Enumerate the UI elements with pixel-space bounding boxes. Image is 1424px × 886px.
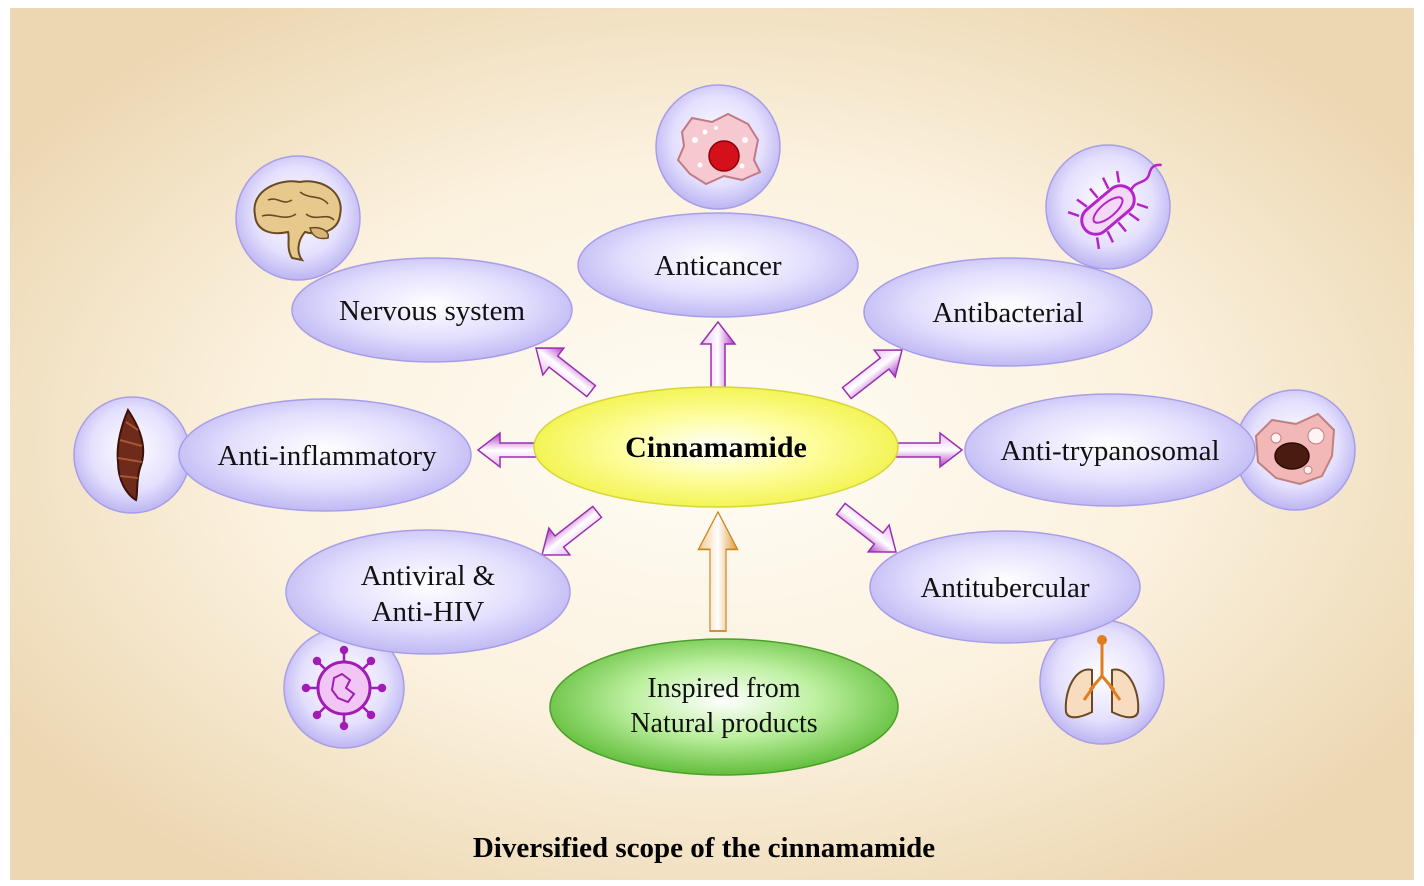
diagram-caption: Diversified scope of the cinnamamide xyxy=(473,832,935,864)
node-anti-trypanosomal: Anti-trypanosomal xyxy=(964,393,1256,507)
label-antitubercular: Antitubercular xyxy=(920,572,1089,604)
bacterium-icon xyxy=(1045,144,1171,270)
label-natural-products-line1: Inspired from xyxy=(647,673,800,704)
muscle-tissue-icon xyxy=(73,396,191,514)
node-anti-inflammatory: Anti-inflammatory xyxy=(178,398,472,512)
node-antibacterial: Antibacterial xyxy=(863,257,1153,367)
label-antiviral-line1: Antiviral & xyxy=(361,560,496,592)
label-natural-products-line2: Natural products xyxy=(630,708,817,739)
node-nervous-system: Nervous system xyxy=(291,257,573,363)
label-nervous-system: Nervous system xyxy=(339,295,526,327)
label-anticancer: Anticancer xyxy=(654,250,782,282)
label-anti-inflammatory: Anti-inflammatory xyxy=(217,440,437,472)
cancer-cell-icon xyxy=(655,84,781,210)
label-antibacterial: Antibacterial xyxy=(932,297,1083,329)
node-antitubercular: Antitubercular xyxy=(869,530,1141,644)
node-natural-products: Inspired from Natural products xyxy=(549,638,899,776)
label-antiviral-line2: Anti-HIV xyxy=(372,596,485,628)
label-anti-trypanosomal: Anti-trypanosomal xyxy=(1000,435,1219,467)
node-anticancer: Anticancer xyxy=(577,212,859,318)
label-cinnamamide: Cinnamamide xyxy=(625,431,807,464)
brain-icon xyxy=(235,155,361,281)
lungs-icon xyxy=(1039,619,1165,745)
node-antiviral: Antiviral & Anti-HIV xyxy=(285,529,571,655)
virus-icon xyxy=(283,627,405,749)
node-cinnamamide: Cinnamamide xyxy=(533,386,899,508)
